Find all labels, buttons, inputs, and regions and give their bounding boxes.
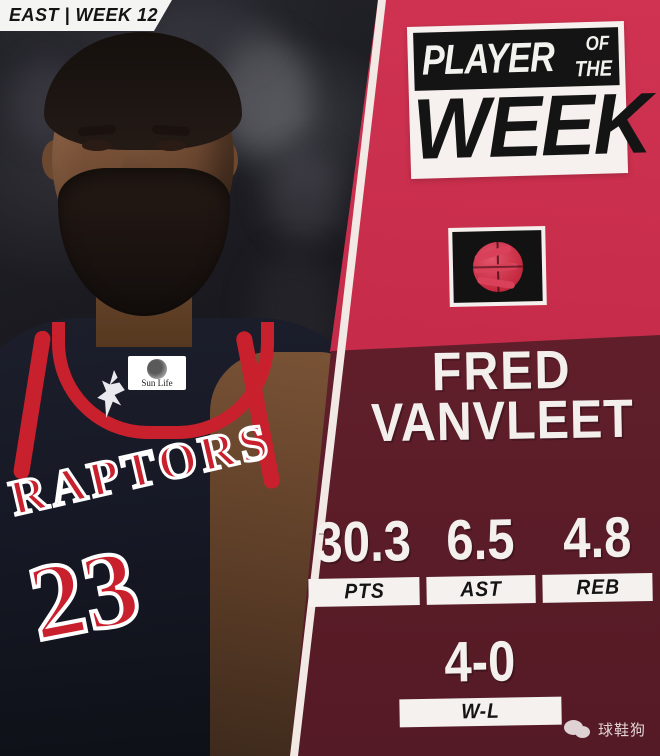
title-week: WEEK [411, 75, 652, 178]
title-of: OF [585, 32, 610, 56]
claw-stroke [473, 262, 518, 273]
stat-cell-pts: 30.3 PTS [307, 509, 420, 607]
record-label-bar: W-L [399, 696, 562, 728]
stat-label-bar: PTS [308, 577, 420, 607]
record-label: W-L [461, 699, 501, 724]
watermark-label: 球鞋狗 [597, 721, 646, 739]
stat-label: AST [460, 577, 503, 602]
stat-label: REB [575, 575, 620, 600]
watermark: 球鞋狗 [563, 719, 646, 740]
claw-stroke [476, 275, 515, 289]
wechat-icon [563, 719, 591, 740]
record-cell: 4-0 W-L [398, 629, 562, 728]
stat-row: 30.3 PTS 6.5 AST 4.8 REB [307, 505, 653, 607]
stat-label-bar: REB [542, 572, 653, 603]
record-value: 4-0 [443, 629, 516, 695]
jersey-sponsor-label: Sun Life [141, 378, 173, 388]
beard [58, 168, 230, 316]
stat-value: 6.5 [445, 507, 516, 573]
crowd-blur [265, 150, 345, 240]
eye [82, 140, 112, 151]
player-name: FRED VANVLEET [351, 340, 653, 453]
basketball-claw-icon [471, 240, 524, 293]
claw-stroke [473, 243, 512, 262]
stat-label: PTS [343, 579, 385, 604]
jersey-number: 23 [18, 525, 151, 666]
stat-cell-ast: 6.5 AST [425, 507, 537, 605]
stat-value: 4.8 [562, 505, 632, 571]
eye [156, 140, 186, 151]
stat-cell-reb: 4.8 REB [542, 505, 653, 603]
title-card: PLAYER OF THE WEEK [406, 21, 652, 179]
stat-value: 30.3 [314, 509, 412, 575]
team-logo-inner [452, 230, 543, 303]
conference-week-banner: EAST | WEEK 12 [0, 0, 172, 31]
team-logo [448, 225, 547, 308]
banner-label: EAST | WEEK 12 [9, 5, 159, 25]
player-last-name: VANVLEET [370, 388, 635, 453]
wechat-bubble [574, 725, 590, 738]
jersey-sponsor-patch: Sun Life [128, 356, 186, 390]
stat-label-bar: AST [426, 575, 537, 605]
title-player: PLAYER [421, 32, 555, 84]
